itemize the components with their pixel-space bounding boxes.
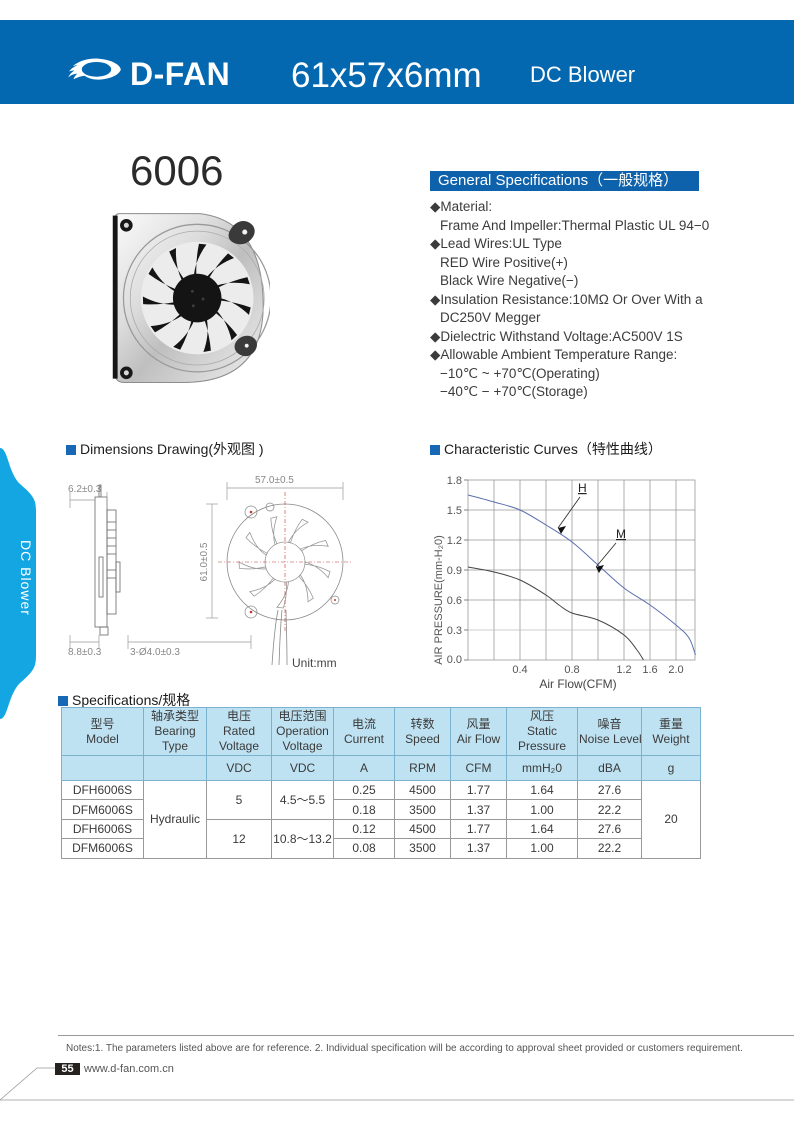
svg-text:3-Ø4.0±0.3: 3-Ø4.0±0.3 (130, 647, 180, 658)
svg-text:6.2±0.3: 6.2±0.3 (68, 484, 102, 495)
svg-text:1.8: 1.8 (447, 475, 462, 487)
svg-text:8.8±0.3: 8.8±0.3 (68, 647, 102, 658)
svg-text:0.6: 0.6 (447, 595, 462, 607)
svg-text:AIR PRESSURE(mm-H₂0): AIR PRESSURE(mm-H₂0) (433, 535, 445, 665)
svg-text:H: H (578, 481, 587, 495)
svg-text:Unit:mm: Unit:mm (292, 656, 337, 670)
svg-text:1.2: 1.2 (616, 664, 631, 676)
svg-text:1.2: 1.2 (447, 535, 462, 547)
svg-text:61.0±0.5: 61.0±0.5 (199, 542, 210, 581)
svg-text:0.8: 0.8 (564, 664, 579, 676)
svg-text:0.4: 0.4 (512, 664, 527, 676)
svg-text:Air Flow(CFM): Air Flow(CFM) (539, 677, 616, 691)
svg-text:0.3: 0.3 (447, 625, 462, 637)
svg-text:57.0±0.5: 57.0±0.5 (255, 475, 294, 486)
svg-text:1.5: 1.5 (447, 505, 462, 517)
svg-text:1.6: 1.6 (642, 664, 657, 676)
svg-text:2.0: 2.0 (668, 664, 683, 676)
svg-text:0.0: 0.0 (447, 654, 462, 666)
svg-text:M: M (616, 527, 626, 541)
svg-text:0.9: 0.9 (447, 565, 462, 577)
